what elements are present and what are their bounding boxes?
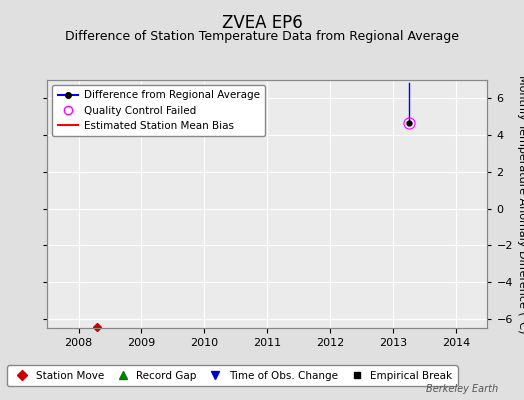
Text: ZVEA EP6: ZVEA EP6 xyxy=(222,14,302,32)
Text: Difference of Station Temperature Data from Regional Average: Difference of Station Temperature Data f… xyxy=(65,30,459,43)
Y-axis label: Monthly Temperature Anomaly Difference (°C): Monthly Temperature Anomaly Difference (… xyxy=(517,75,524,333)
Text: Berkeley Earth: Berkeley Earth xyxy=(425,384,498,394)
Legend: Station Move, Record Gap, Time of Obs. Change, Empirical Break: Station Move, Record Gap, Time of Obs. C… xyxy=(6,366,457,386)
